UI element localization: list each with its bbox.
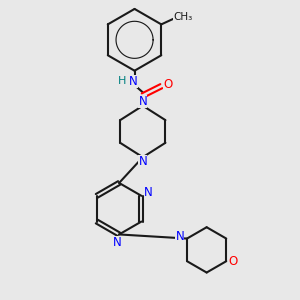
Text: N: N [176,230,184,243]
Text: N: N [138,95,147,108]
Text: N: N [144,186,153,199]
Text: O: O [229,255,238,268]
Text: CH₃: CH₃ [173,12,193,22]
Text: N: N [113,236,122,249]
Text: N: N [138,155,147,168]
Text: O: O [163,78,172,91]
Text: N: N [129,74,138,88]
Text: H: H [118,76,126,86]
